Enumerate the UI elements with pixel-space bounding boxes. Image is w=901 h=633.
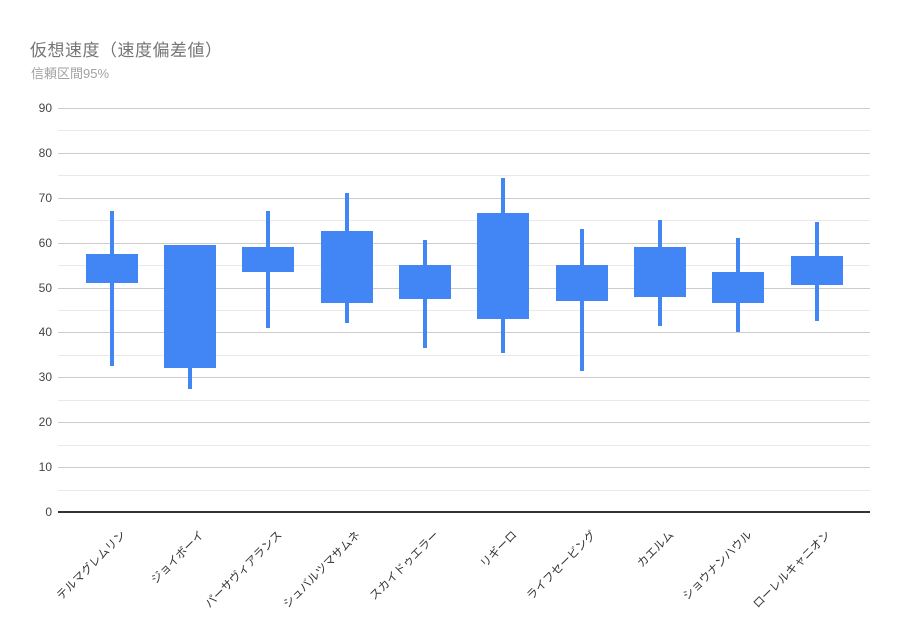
gridline <box>58 354 870 356</box>
x-axis-label: テルマグレムリン <box>54 529 129 603</box>
gridline <box>58 197 870 199</box>
plot-area <box>58 108 870 513</box>
gridline <box>58 108 870 109</box>
gridline <box>58 310 870 311</box>
gridline <box>58 467 870 469</box>
chart-title: 仮想速度（速度偏差値） <box>30 41 223 60</box>
gridline <box>58 152 870 154</box>
gridline <box>58 242 870 244</box>
y-tick-label: 30 <box>38 370 52 385</box>
gridline <box>58 130 870 132</box>
candle-box[interactable] <box>634 247 686 297</box>
x-axis-label: カエルム <box>635 529 677 570</box>
x-axis-label: リギーロ <box>478 529 520 571</box>
gridline <box>58 220 870 222</box>
candle-box[interactable] <box>555 265 608 302</box>
gridline <box>58 332 870 334</box>
candle-box[interactable] <box>790 256 843 286</box>
x-axis: テルマグレムリン ジョイボーイ パーサヴィアランス シュバルツマサムネ スカイドゥエラー… <box>55 527 870 627</box>
x-axis-line <box>58 511 870 513</box>
gridline <box>58 489 870 491</box>
y-tick-label: 90 <box>38 101 52 115</box>
candle-box[interactable] <box>85 253 138 284</box>
gridline <box>58 399 870 401</box>
x-axis-label: ライフセービング <box>524 529 599 603</box>
candle-box[interactable] <box>712 271 765 304</box>
x-axis-label: パーサヴィアランス <box>203 529 285 611</box>
gridline <box>58 422 870 424</box>
y-tick-label: 50 <box>38 280 52 295</box>
candle-whisker <box>109 211 114 367</box>
gridline <box>58 265 870 267</box>
gridline <box>58 377 870 379</box>
y-tick-label: 70 <box>38 190 52 205</box>
y-tick-label: 10 <box>38 460 52 475</box>
y-tick-label: 20 <box>38 415 52 430</box>
gridline <box>58 175 870 177</box>
chart-subtitle: 信頼区間95% <box>31 66 110 81</box>
gridline <box>58 444 870 446</box>
x-axis-label: シュバルツマサムネ <box>281 529 364 611</box>
candle-box[interactable] <box>242 247 295 272</box>
y-tick-label: 60 <box>38 235 52 250</box>
gridline <box>58 287 870 289</box>
candle-box[interactable] <box>320 231 373 304</box>
x-axis-label: ショウナンハウル <box>681 529 755 603</box>
candle-box[interactable] <box>477 213 530 319</box>
y-tick-label: 80 <box>38 145 52 160</box>
y-tick-label: 40 <box>38 325 52 340</box>
y-tick-label: 0 <box>45 505 52 519</box>
x-axis-label: ローレルキャニオン <box>751 529 834 611</box>
candle-box[interactable] <box>399 265 452 299</box>
x-axis-label: スカイドゥエラー <box>368 529 442 603</box>
x-axis-label: ジョイボーイ <box>149 529 207 587</box>
candle-box[interactable] <box>164 244 217 369</box>
